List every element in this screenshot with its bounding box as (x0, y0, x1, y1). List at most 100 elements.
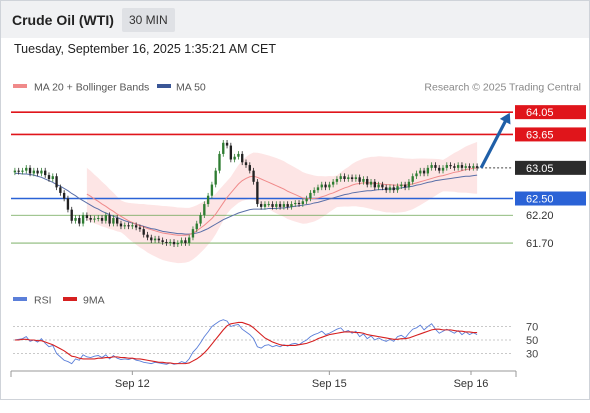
candle (176, 240, 179, 247)
candle-body (44, 170, 47, 176)
pivot-label: 62.50 (526, 194, 554, 206)
candle (100, 215, 104, 224)
candle-body (36, 170, 39, 174)
ma20-legend-label: MA 20 + Bollinger Bands (34, 82, 149, 94)
candle-body (93, 218, 96, 220)
candle-body (161, 240, 164, 242)
candle (62, 190, 66, 202)
candle (169, 239, 172, 246)
candle-body (85, 215, 89, 218)
candle-body (13, 170, 17, 173)
candle-body (150, 237, 153, 241)
candle (411, 173, 414, 185)
candle (347, 174, 350, 182)
candle (116, 215, 119, 227)
candle-body (134, 225, 138, 228)
last-price-label-bg (515, 160, 586, 175)
candle (248, 162, 251, 174)
candle (464, 163, 467, 171)
candle (21, 167, 24, 175)
candle-body (377, 184, 380, 188)
candle-body (347, 177, 350, 179)
candle (13, 167, 17, 176)
candle (316, 184, 320, 193)
candle (419, 167, 422, 177)
timestamp: Tuesday, September 16, 2025 1:35:21 AM C… (14, 42, 276, 56)
candle (388, 184, 392, 193)
candle (237, 151, 240, 160)
candle-body (388, 187, 392, 191)
candle (153, 235, 157, 244)
candle (134, 222, 138, 231)
candle-body (97, 218, 100, 219)
candle-body (407, 181, 411, 188)
candle-body (123, 225, 126, 227)
candle (456, 162, 460, 171)
candle (328, 181, 331, 191)
candle-body (343, 176, 346, 179)
candle (131, 222, 134, 230)
candle-body (282, 204, 286, 207)
resistance-1-label: 63.65 (526, 129, 554, 141)
candle (32, 167, 36, 177)
candle-body (187, 237, 191, 244)
candle (89, 215, 92, 223)
candle (275, 201, 278, 210)
candle (468, 163, 471, 171)
candle-body (229, 145, 233, 160)
candle (187, 234, 191, 246)
candle-body (297, 202, 301, 205)
candle (218, 151, 221, 174)
candle (108, 212, 111, 227)
candle (55, 173, 58, 191)
candle-body (28, 167, 32, 174)
candle (385, 184, 388, 193)
candle-body (381, 184, 384, 188)
candle-body (225, 142, 229, 146)
candle-body (430, 165, 433, 168)
candle (161, 237, 164, 245)
candle (392, 184, 395, 193)
candle (263, 201, 267, 210)
candle (210, 181, 214, 199)
candle-body (116, 218, 119, 224)
candle-body (256, 181, 259, 205)
candle-body (354, 177, 358, 179)
candle (214, 167, 217, 188)
candle-body (460, 165, 464, 168)
candle (278, 201, 282, 210)
candle-body (244, 162, 248, 166)
candle-body (426, 167, 430, 174)
candle-body (47, 175, 51, 179)
candle (97, 215, 100, 222)
candle (309, 190, 312, 202)
candle (381, 181, 384, 191)
interval-badge[interactable]: 30 MIN (122, 8, 175, 32)
candle-body (392, 187, 395, 191)
candle (377, 181, 380, 191)
candle (81, 212, 85, 227)
candle (305, 195, 308, 205)
candle-body (324, 184, 327, 188)
ma50-legend-swatch (157, 84, 171, 88)
time-axis: Sep 12 Sep 15 Sep 16 (10, 370, 517, 390)
candle (78, 215, 81, 227)
candle-body (411, 176, 414, 182)
candle (343, 173, 346, 182)
candle-body (142, 229, 145, 235)
candle-body (89, 218, 92, 220)
candle (123, 222, 126, 230)
pivot-label-bg (515, 191, 586, 206)
candle-body (17, 170, 20, 172)
candle-body (456, 165, 460, 168)
candle-body (112, 218, 115, 224)
candle (191, 226, 195, 241)
candle-body (70, 209, 73, 221)
ma50-legend-label: MA 50 (176, 82, 206, 94)
candle-body (104, 215, 107, 221)
candle-body (248, 165, 251, 171)
candle (267, 201, 270, 207)
candle (93, 215, 96, 223)
rsi-line (14, 319, 478, 365)
candle-body (74, 218, 77, 221)
